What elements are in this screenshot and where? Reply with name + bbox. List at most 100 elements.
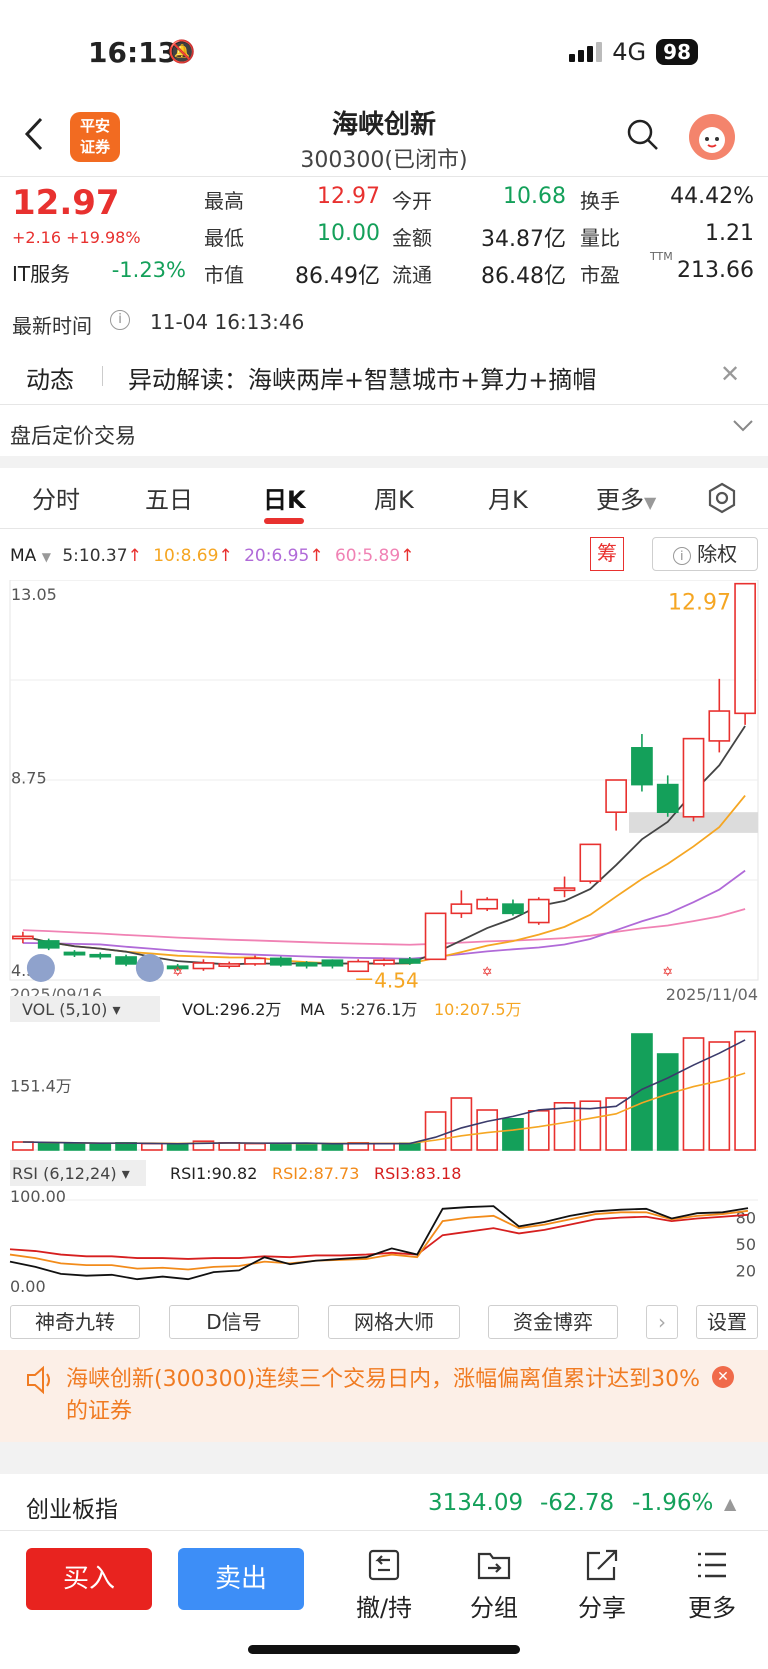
price-change: +2.16 +19.98% <box>12 228 141 247</box>
buy-button[interactable]: 买入 <box>26 1548 152 1610</box>
tool-more[interactable]: › <box>646 1305 678 1339</box>
sector-change: -1.23% <box>111 258 186 282</box>
event-marker-icon: ✡ <box>482 965 493 980</box>
ma10-value: 10:8.69 <box>153 546 219 566</box>
index-name: 创业板指 <box>26 1497 118 1523</box>
close-icon[interactable]: ✕ <box>720 360 741 388</box>
high-price-label: 12.97 <box>668 591 731 616</box>
nav-cancel-hold-label: 撤/持 <box>355 1594 413 1622</box>
kline-chart[interactable]: 13.058.754.3512.974.54✡✡✡2025/09/162025/… <box>0 580 768 1300</box>
candle-down <box>656 783 679 813</box>
tab-five-day[interactable]: 五日 <box>145 486 193 514</box>
candle-up <box>476 898 499 910</box>
nav-group-label: 分组 <box>470 1594 518 1622</box>
nav-share[interactable]: 分享 <box>557 1548 647 1623</box>
rsi-selector <box>10 1160 146 1186</box>
up-arrow-icon: ↑ <box>127 546 142 566</box>
label-volume-ratio: 量比 <box>580 226 620 250</box>
ma20-line <box>22 869 746 960</box>
news-text[interactable]: 异动解读：海峡两岸+智慧城市+算力+摘帽 <box>128 366 597 394</box>
candle-down <box>631 747 653 786</box>
stock-name: 海峡创新 <box>331 110 436 140</box>
ma-legend[interactable]: MA ▼ 5:10.37↑ 10:8.69↑ 20:6.95↑ 60:5.89↑ <box>10 546 414 566</box>
broker-logo[interactable]: 平安 证券 <box>70 112 120 162</box>
rsi-line-rsi2 <box>9 1209 749 1271</box>
vol-bar-down <box>502 1117 524 1151</box>
candle-up <box>605 779 627 813</box>
candle-down <box>321 959 344 967</box>
back-button[interactable] <box>24 116 44 156</box>
tool-fund-game[interactable]: 资金博弈 <box>488 1305 618 1339</box>
stock-code: 300300(已闭市) <box>300 148 468 173</box>
tab-more[interactable]: 更多▼ <box>596 480 656 515</box>
tab-daily-k[interactable]: 日K <box>263 486 306 514</box>
news-tag: 动态 <box>26 366 74 394</box>
status-time: 16:13 <box>88 36 178 69</box>
index-value: 3134.09 <box>428 1490 524 1516</box>
vol-bar-down <box>321 1143 344 1151</box>
gear-icon[interactable] <box>706 482 738 518</box>
vol-bar-up <box>424 1111 447 1151</box>
label-market-cap: 市值 <box>204 263 244 287</box>
tab-monthly-k[interactable]: 月K <box>488 486 528 514</box>
vol-bar-up <box>682 1037 705 1151</box>
vol-ma-label: MA <box>300 1000 325 1019</box>
tool-grid-master[interactable]: 网格大师 <box>328 1305 460 1339</box>
vol-bar-down <box>656 1053 679 1151</box>
close-icon[interactable]: ✕ <box>712 1366 734 1388</box>
tool-d-signal[interactable]: D信号 <box>169 1305 299 1339</box>
dropdown-arrow-icon: ▼ <box>644 493 657 512</box>
search-icon[interactable] <box>626 118 660 156</box>
share-icon <box>586 1549 618 1581</box>
value-amount: 34.87亿 <box>481 227 566 252</box>
rsi-level-label: 80 <box>736 1209 756 1228</box>
y-label-top: 13.05 <box>11 585 57 604</box>
candle-down <box>115 956 137 965</box>
expand-up-icon[interactable]: ▲ <box>724 1494 737 1513</box>
vol-selector <box>10 996 160 1022</box>
sell-button[interactable]: 卖出 <box>178 1548 304 1610</box>
sector-name[interactable]: IT服务 <box>12 262 71 286</box>
label-pe: 市盈 <box>580 263 620 287</box>
event-marker-icon: ✡ <box>662 965 673 980</box>
nav-cancel-hold[interactable]: 撤/持 <box>339 1548 429 1623</box>
up-arrow-icon: ↑ <box>400 546 415 566</box>
nav-more[interactable]: 更多 <box>667 1548 757 1623</box>
up-arrow-icon: ↑ <box>218 546 233 566</box>
avatar[interactable] <box>689 114 735 160</box>
vol-y-label: 151.4万 <box>10 1076 72 1095</box>
back-arrow-icon <box>24 117 43 151</box>
nav-group[interactable]: 分组 <box>449 1548 539 1623</box>
candle-up <box>450 903 473 915</box>
vol-bar-up <box>553 1101 576 1151</box>
speaker-icon <box>24 1365 56 1399</box>
vol-bar-up <box>244 1142 266 1151</box>
index-change: -62.78 <box>540 1490 615 1516</box>
chip-button[interactable]: 筹 <box>590 537 624 571</box>
active-tab-indicator <box>264 518 304 524</box>
ex-rights-button[interactable]: i 除权 <box>652 537 758 571</box>
risk-notice <box>0 1350 768 1442</box>
vol-bar-up <box>579 1100 602 1151</box>
tool-settings[interactable]: 设置 <box>696 1305 758 1339</box>
signal-icon <box>569 42 603 62</box>
tab-intraday[interactable]: 分时 <box>32 486 80 514</box>
vol-bar-up <box>12 1141 34 1151</box>
rsi-y-label-top: 100.00 <box>10 1187 66 1206</box>
label-low: 最低 <box>204 226 244 250</box>
vol-ma5-line <box>22 1039 746 1145</box>
ma-label: MA <box>10 546 37 566</box>
candle-up <box>424 912 447 961</box>
tab-weekly-k[interactable]: 周K <box>374 486 414 514</box>
label-high: 最高 <box>204 189 244 213</box>
after-hours-label[interactable]: 盘后定价交易 <box>10 424 136 448</box>
y-label-mid: 8.75 <box>11 769 47 788</box>
latest-time-label: 最新时间 <box>12 314 92 338</box>
chevron-down-icon[interactable] <box>732 418 754 437</box>
tool-nine-turn[interactable]: 神奇九转 <box>10 1305 140 1339</box>
section-gap <box>0 456 768 468</box>
value-turnover: 44.42% <box>670 184 754 209</box>
info-icon[interactable]: i <box>110 310 130 330</box>
vol-bar-up <box>708 1041 731 1151</box>
nav-left-icon <box>26 954 55 982</box>
